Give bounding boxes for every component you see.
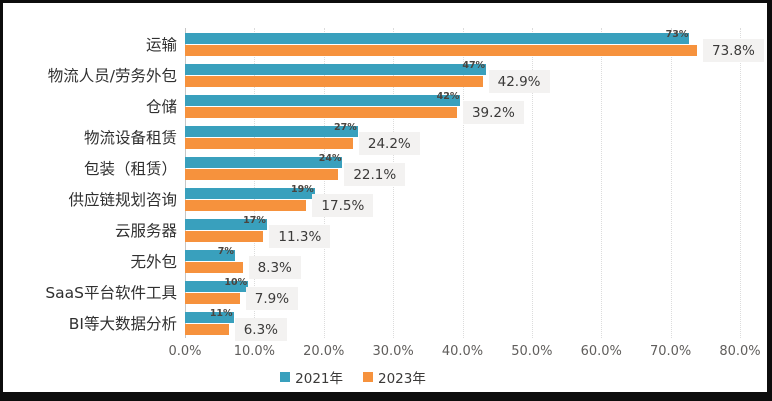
bar-2023 — [185, 138, 353, 149]
gridline — [254, 28, 256, 338]
bar-2021: 10% — [185, 277, 249, 292]
category-label: 运输 — [145, 35, 177, 54]
gridline — [601, 28, 603, 338]
legend-label: 2023年 — [378, 371, 426, 387]
bar-row: 17% 11.3% — [185, 214, 740, 248]
bar-2023 — [185, 169, 339, 180]
data-label-2021: 17% — [243, 215, 266, 226]
category-label: 物流人员/劳务外包 — [47, 66, 177, 85]
data-label-2021: 24% — [318, 153, 342, 164]
bar-2021: 73% — [185, 29, 690, 44]
data-label-2021: 42% — [436, 91, 460, 102]
bar-2021: 27% — [185, 122, 358, 137]
x-tick-label: 60.0% — [580, 344, 622, 359]
x-axis: 0.0% 10.0% 20.0% 30.0% 40.0% 50.0% 60.0% 70.0% 8… — [168, 344, 760, 360]
bar-2021: 17% — [185, 215, 267, 230]
data-label-2023: 39.2% — [462, 101, 524, 124]
legend-swatch-icon — [363, 372, 373, 382]
category-label: BI等大数据分析 — [68, 314, 177, 333]
bar-row: 47% 42.9% — [185, 59, 740, 93]
x-tick-label: 80.0% — [719, 344, 761, 359]
bar-row: 73% 73.8% — [185, 28, 764, 62]
bar-2021: 7% — [185, 246, 235, 261]
x-tick-label: 10.0% — [233, 344, 276, 359]
bar-2021: 47% — [185, 60, 487, 75]
gridline — [531, 28, 533, 338]
data-label-2023: 7.9% — [245, 287, 299, 310]
legend-item-2021年: 2021年 — [280, 367, 343, 387]
legend-item-2023年: 2023年 — [363, 367, 426, 387]
bar-row: 24% 22.1% — [185, 152, 740, 186]
data-label-2021: 11% — [209, 308, 233, 319]
x-tick-label: 0.0% — [168, 344, 202, 359]
data-label-2023: 22.1% — [344, 163, 406, 186]
gridline — [670, 28, 672, 338]
category-axis: 运输物流人员/劳务外包仓储物流设备租赁 包装（租赁） 供应链规划咨询云服务器无外包 S… — [3, 28, 177, 338]
data-label-2021: 73% — [665, 29, 689, 40]
bar-2021: 42% — [185, 91, 461, 106]
category-label: 无外包 — [130, 252, 177, 271]
bar-2023 — [185, 293, 240, 304]
category-label: 云服务器 — [114, 221, 177, 240]
data-label-2021: 7% — [217, 246, 234, 257]
data-label-2023: 17.5% — [312, 194, 374, 217]
bar-row: 19% 17.5% — [185, 183, 740, 217]
category-label: 物流设备租赁 — [83, 128, 177, 147]
x-tick-label: 70.0% — [649, 344, 692, 359]
bar-row: 11% 6.3% — [185, 307, 740, 341]
data-label-2023: 11.3% — [269, 225, 331, 248]
legend-swatch-icon — [280, 372, 291, 382]
bar-2021: 24% — [185, 153, 343, 168]
bar-2023 — [185, 262, 243, 273]
bar-2023 — [185, 45, 697, 56]
data-label-2023: 8.3% — [248, 256, 301, 279]
legend: 2021年 2023年 — [3, 367, 735, 387]
data-label-2023: 42.9% — [488, 70, 550, 93]
data-label-2023: 6.3% — [234, 318, 288, 341]
bar-row: 27% 24.2% — [185, 121, 740, 155]
gridline — [462, 28, 464, 338]
bar-row: 10% 7.9% — [185, 276, 740, 310]
legend-label: 2021年 — [295, 371, 343, 387]
x-tick-label: 50.0% — [511, 344, 553, 359]
plot-area: 73% 73.8% 47% 42.9% 42% 39.2% 27% 24.2% 24% 22.1%… — [185, 28, 764, 341]
x-tick-label: 30.0% — [372, 344, 414, 359]
bar-row: 42% 39.2% — [185, 90, 740, 124]
bar-2023 — [185, 200, 307, 211]
data-label-2021: 27% — [333, 122, 357, 133]
category-label: SaaS平台软件工具 — [45, 283, 177, 302]
data-label-2023: 24.2% — [358, 132, 420, 155]
gridline — [740, 28, 741, 338]
bar-2023 — [185, 231, 264, 242]
category-label: 供应链规划咨询 — [68, 190, 177, 209]
data-label-2021: 47% — [462, 60, 486, 71]
x-tick-label: 40.0% — [441, 344, 484, 359]
x-tick-label: 20.0% — [303, 344, 345, 359]
bar-2023 — [185, 76, 483, 87]
data-label-2021: 10% — [224, 277, 248, 288]
gridline — [323, 28, 325, 338]
data-label-2021: 19% — [290, 184, 314, 195]
bar-row: 7% 8.3% — [185, 245, 740, 279]
bar-2023 — [185, 324, 229, 335]
category-label: 仓储 — [145, 97, 177, 116]
bar-2021: 11% — [185, 308, 234, 323]
y-axis-line — [185, 28, 186, 338]
data-label-2023: 73.8% — [702, 39, 764, 62]
bar-2023 — [185, 107, 457, 118]
bar-2021: 19% — [185, 184, 315, 199]
category-label: 包装（租赁） — [83, 159, 177, 178]
